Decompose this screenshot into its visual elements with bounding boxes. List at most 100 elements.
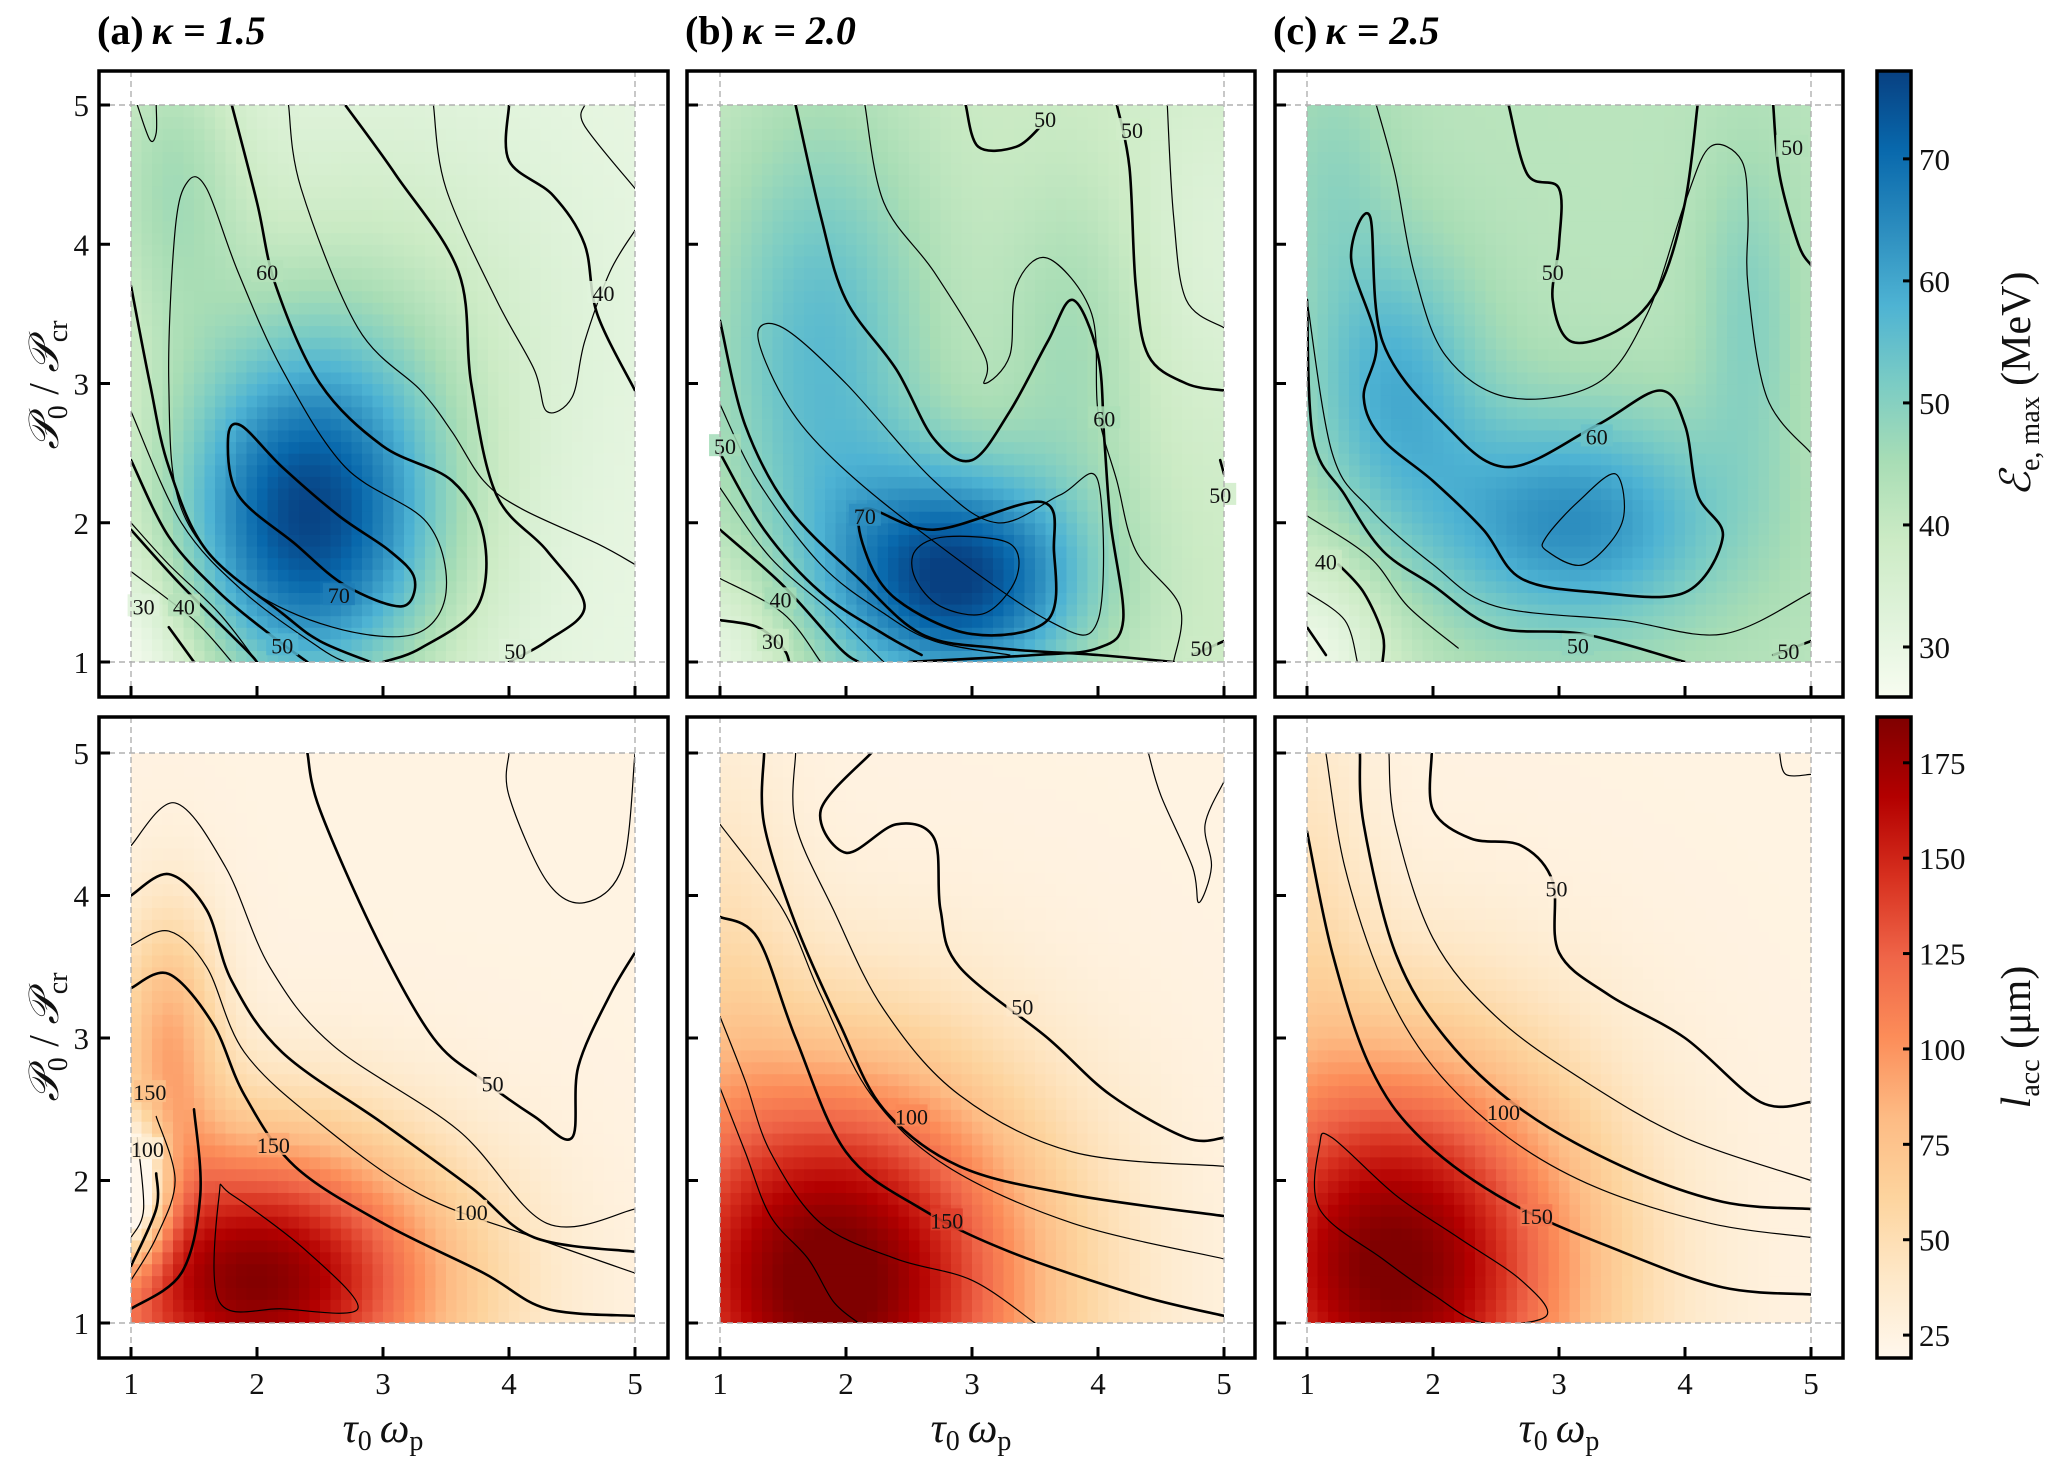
heatmap-cell bbox=[435, 383, 447, 396]
heatmap-cell bbox=[1014, 638, 1026, 651]
heatmap-cell bbox=[372, 302, 384, 315]
heatmap-cell bbox=[540, 221, 552, 234]
heatmap-cell bbox=[1066, 209, 1078, 222]
heatmap-cell bbox=[267, 151, 279, 164]
heatmap-cell bbox=[993, 325, 1005, 338]
heatmap-cell bbox=[530, 453, 542, 466]
heatmap-cell bbox=[488, 302, 500, 315]
heatmap-cell bbox=[278, 139, 290, 153]
heatmap-cell bbox=[393, 209, 405, 222]
heatmap-cell bbox=[720, 638, 732, 651]
heatmap-cell bbox=[582, 267, 594, 280]
heatmap-cell bbox=[131, 476, 143, 489]
heatmap-cell bbox=[173, 174, 185, 187]
heatmap-cell bbox=[856, 569, 868, 582]
heatmap-cell bbox=[1014, 534, 1026, 547]
heatmap-cell bbox=[793, 545, 805, 559]
heatmap-cell bbox=[1317, 151, 1329, 164]
heatmap-cell bbox=[498, 325, 510, 338]
heatmap-cell bbox=[561, 186, 573, 199]
heatmap-cell bbox=[720, 197, 732, 211]
heatmap-cell bbox=[519, 406, 531, 419]
heatmap-cell bbox=[730, 499, 742, 512]
heatmap-cell bbox=[867, 325, 879, 338]
heatmap-cell bbox=[751, 105, 763, 118]
heatmap-cell bbox=[1108, 395, 1120, 408]
heatmap-cell bbox=[1045, 453, 1057, 466]
heatmap-cell bbox=[762, 499, 774, 512]
heatmap-cell bbox=[278, 511, 290, 524]
heatmap-cell bbox=[561, 603, 573, 617]
heatmap-cell bbox=[1045, 627, 1057, 640]
heatmap-cell bbox=[330, 511, 342, 524]
heatmap-cell bbox=[246, 441, 258, 454]
heatmap-cell bbox=[351, 371, 363, 385]
heatmap-cell bbox=[593, 476, 605, 489]
heatmap-cell bbox=[961, 174, 973, 187]
heatmap-cell bbox=[362, 592, 374, 605]
heatmap-cell bbox=[961, 487, 973, 501]
heatmap-cell bbox=[1150, 650, 1162, 662]
heatmap-cell bbox=[1003, 255, 1015, 269]
heatmap-cell bbox=[982, 197, 994, 211]
heatmap-cell bbox=[1307, 139, 1319, 153]
heatmap-cell bbox=[330, 395, 342, 408]
heatmap-cell bbox=[909, 105, 921, 118]
heatmap-cell bbox=[236, 337, 248, 350]
heatmap-cell bbox=[1098, 499, 1110, 512]
heatmap-cell bbox=[383, 221, 395, 234]
heatmap-cell bbox=[730, 209, 742, 222]
heatmap-cell bbox=[582, 163, 594, 176]
heatmap-cell bbox=[414, 615, 426, 628]
heatmap-cell bbox=[993, 615, 1005, 628]
heatmap-cell bbox=[152, 464, 164, 477]
heatmap-cell bbox=[246, 499, 258, 512]
heatmap-cell bbox=[246, 383, 258, 396]
contour-line bbox=[136, 105, 158, 143]
heatmap-cell bbox=[173, 244, 185, 257]
heatmap-cell bbox=[1317, 197, 1329, 211]
heatmap-cell bbox=[425, 429, 437, 443]
heatmap-cell bbox=[1056, 406, 1068, 419]
heatmap-cell bbox=[846, 522, 858, 535]
heatmap-cell bbox=[425, 174, 437, 187]
heatmap-cell bbox=[1338, 371, 1350, 385]
heatmap-cell bbox=[614, 174, 626, 187]
heatmap-cell bbox=[1161, 279, 1173, 292]
heatmap-cell bbox=[961, 371, 973, 385]
heatmap-cell bbox=[141, 441, 153, 454]
heatmap-cell bbox=[919, 453, 931, 466]
heatmap-cell bbox=[1035, 290, 1047, 303]
heatmap-cell bbox=[1349, 313, 1361, 327]
heatmap-cell bbox=[877, 244, 889, 257]
heatmap-cell bbox=[446, 429, 458, 443]
heatmap-cell bbox=[414, 290, 426, 303]
heatmap-cell bbox=[141, 255, 153, 269]
heatmap-cell bbox=[793, 313, 805, 327]
heatmap-cell bbox=[362, 615, 374, 628]
heatmap-cell bbox=[215, 197, 227, 211]
heatmap-cell bbox=[320, 232, 332, 245]
heatmap-cell bbox=[1171, 197, 1183, 211]
heatmap-cell bbox=[1077, 232, 1089, 245]
heatmap-cell bbox=[267, 557, 279, 570]
heatmap-cell bbox=[1161, 441, 1173, 454]
heatmap-cell bbox=[267, 487, 279, 501]
heatmap-cell bbox=[257, 580, 269, 593]
heatmap-cell bbox=[477, 221, 489, 234]
heatmap-cell bbox=[488, 453, 500, 466]
heatmap-cell bbox=[540, 371, 552, 385]
heatmap-cell bbox=[1077, 592, 1089, 605]
heatmap-cell bbox=[456, 464, 468, 477]
heatmap-cell bbox=[1338, 592, 1350, 605]
heatmap-cell bbox=[351, 569, 363, 582]
heatmap-cell bbox=[1140, 511, 1152, 524]
heatmap-cell bbox=[1317, 511, 1329, 524]
heatmap-cell bbox=[1359, 197, 1371, 211]
heatmap-cell bbox=[972, 453, 984, 466]
heatmap-cell bbox=[488, 371, 500, 385]
heatmap-cell bbox=[614, 313, 626, 327]
heatmap-cell bbox=[1203, 267, 1215, 280]
heatmap-cell bbox=[919, 151, 931, 164]
heatmap-cell bbox=[561, 545, 573, 559]
